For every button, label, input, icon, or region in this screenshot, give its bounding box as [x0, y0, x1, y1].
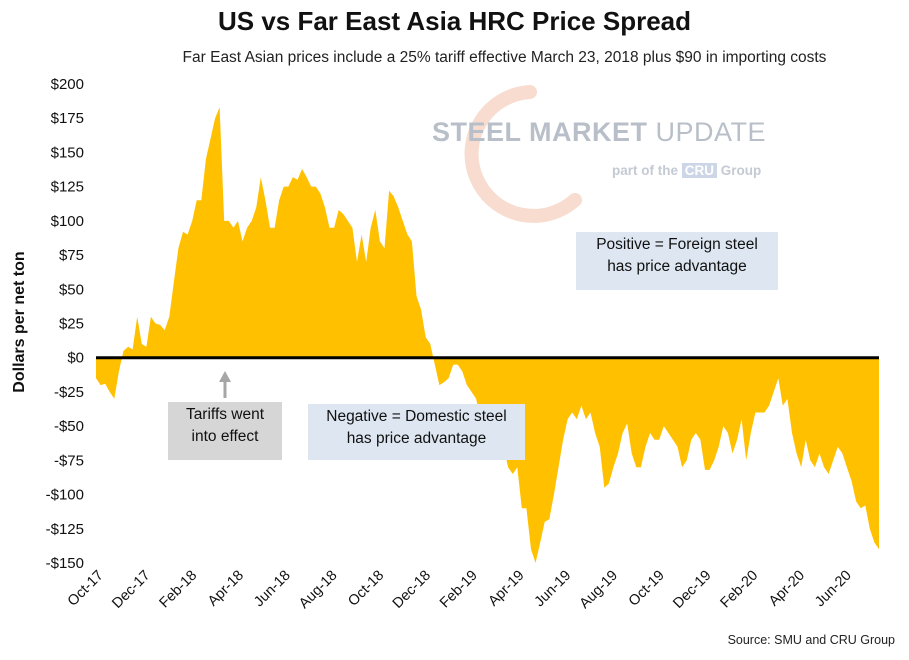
negative-annotation: Negative = Domestic steel has price adva…: [308, 404, 525, 460]
x-tick-label: Apr-19: [485, 568, 527, 610]
x-tick-label: Feb-19: [437, 568, 481, 612]
y-tick-label: $150: [51, 144, 84, 161]
tariff-annotation-line-2: into effect: [191, 428, 259, 445]
x-tick-label: Jun-19: [532, 568, 575, 611]
y-tick-label: $0: [67, 350, 84, 367]
watermark-swoosh: [464, 85, 582, 223]
logo-sub-3: Group: [720, 163, 762, 178]
logo-subtext: part of the CRU Group: [612, 163, 761, 178]
source-note: Source: SMU and CRU Group: [727, 633, 895, 647]
positive-annotation: Positive = Foreign steel has price advan…: [576, 232, 778, 290]
positive-annotation-line-1: Positive = Foreign steel: [596, 236, 758, 253]
y-tick-label: $75: [59, 247, 84, 264]
y-tick-label: $100: [51, 213, 84, 230]
logo-main-1: STEEL MARKET: [432, 117, 648, 147]
x-tick-label: Oct-19: [626, 568, 668, 610]
x-tick-label: Jun-18: [251, 568, 294, 611]
y-tick-label: $200: [51, 76, 84, 93]
x-tick-label: Feb-20: [718, 568, 762, 612]
x-tick-label: Apr-20: [766, 568, 808, 610]
x-tick-label: Dec-17: [109, 568, 153, 612]
tariff-arrow-head: [219, 371, 231, 382]
y-tick-label: $25: [59, 316, 84, 333]
y-tick-label: -$25: [54, 384, 84, 401]
x-tick-layer: Oct-17 Dec-17 Feb-18 Apr-18 Jun-18 Aug-18 Oct-…: [65, 568, 855, 612]
negative-annotation-line-2: has price advantage: [346, 430, 487, 447]
tariff-annotation-line-1: Tariffs went: [185, 406, 265, 423]
spread-area-series: [96, 107, 879, 564]
x-tick-label: Jun-20: [812, 568, 855, 611]
y-tick-label: $175: [51, 110, 84, 127]
area-layer: [96, 107, 879, 564]
x-tick-label: Aug-18: [296, 568, 340, 612]
x-tick-label: Apr-18: [205, 568, 247, 610]
negative-annotation-line-1: Negative = Domestic steel: [326, 408, 507, 425]
cru-logo: CRU: [681, 163, 718, 178]
x-tick-label: Dec-18: [390, 568, 434, 612]
logo-main-2: UPDATE: [655, 117, 767, 147]
logo-text: STEEL MARKET UPDATE: [432, 117, 766, 148]
y-tick-label: -$125: [46, 521, 84, 538]
y-tick-label: -$50: [54, 418, 84, 435]
x-tick-label: Oct-18: [345, 568, 387, 610]
tariff-arrow: [219, 371, 231, 398]
positive-annotation-line-2: has price advantage: [607, 258, 747, 275]
chart-subtitle: Far East Asian prices include a 25% tari…: [182, 49, 827, 66]
x-tick-label: Feb-18: [157, 568, 201, 612]
y-tick-label: $125: [51, 179, 84, 196]
x-tick-label: Dec-19: [670, 568, 714, 612]
y-tick-label: $50: [59, 281, 84, 298]
x-tick-label: Oct-17: [65, 568, 107, 610]
chart-title: US vs Far East Asia HRC Price Spread: [217, 6, 691, 36]
tariff-annotation: Tariffs went into effect: [168, 402, 282, 460]
y-tick-label: -$150: [46, 555, 84, 572]
logo-sub-1: part of the: [612, 163, 678, 178]
y-tick-label: -$100: [46, 487, 84, 504]
x-tick-label: Aug-19: [577, 568, 621, 612]
steel-market-update-watermark: [464, 85, 582, 223]
y-tick-layer: $200 $175 $150 $125 $100 $75 $50 $25 $0 -$25 -$50 -…: [46, 76, 84, 572]
y-tick-label: -$75: [54, 452, 84, 469]
